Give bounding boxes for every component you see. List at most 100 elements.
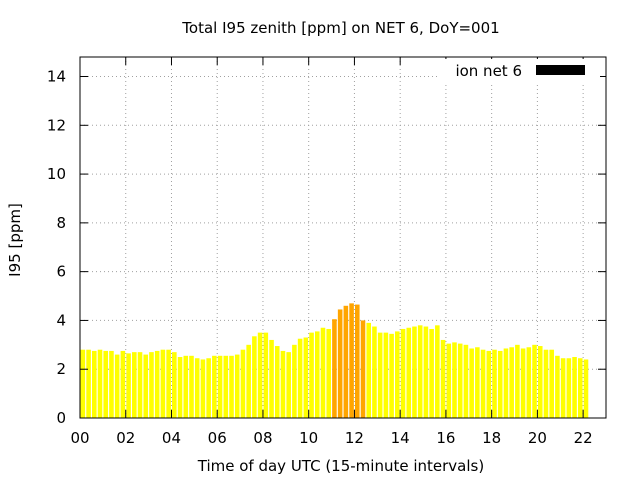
legend-label: ion net 6 bbox=[455, 62, 522, 80]
x-tick-label: 02 bbox=[116, 429, 135, 447]
bar bbox=[377, 332, 383, 418]
bar bbox=[560, 358, 566, 418]
bar bbox=[240, 349, 246, 418]
y-tick-label: 0 bbox=[56, 409, 66, 427]
bar bbox=[389, 333, 394, 418]
bar bbox=[537, 346, 543, 418]
bar bbox=[206, 358, 211, 418]
bar bbox=[355, 304, 360, 418]
bar bbox=[486, 350, 492, 418]
bar bbox=[137, 352, 143, 418]
y-tick-label: 14 bbox=[47, 68, 66, 86]
bar bbox=[440, 339, 446, 418]
bar bbox=[223, 355, 229, 418]
x-tick-label: 20 bbox=[528, 429, 547, 447]
y-tick-label: 12 bbox=[47, 116, 66, 134]
bar bbox=[417, 325, 423, 418]
bar bbox=[446, 343, 452, 418]
bar bbox=[349, 303, 354, 418]
x-tick-label: 10 bbox=[299, 429, 318, 447]
y-axis-label: I95 [ppm] bbox=[6, 203, 24, 277]
bar bbox=[543, 349, 549, 418]
bar bbox=[292, 344, 297, 418]
bar bbox=[280, 350, 286, 418]
bar bbox=[126, 353, 131, 418]
bar bbox=[475, 347, 480, 418]
bar bbox=[549, 349, 554, 418]
bar bbox=[246, 344, 251, 418]
tick-marks bbox=[79, 57, 606, 419]
bar-series bbox=[80, 303, 589, 418]
bar bbox=[194, 358, 200, 418]
y-tick-label: 4 bbox=[56, 311, 66, 329]
bar bbox=[212, 355, 217, 418]
bar bbox=[263, 332, 269, 418]
bar bbox=[423, 326, 429, 418]
y-tick-label: 2 bbox=[56, 360, 66, 378]
y-tick-label: 6 bbox=[56, 263, 66, 281]
bar bbox=[143, 354, 149, 418]
bar bbox=[520, 348, 526, 418]
bar bbox=[286, 352, 291, 418]
bar bbox=[555, 355, 560, 418]
x-tick-label: 04 bbox=[162, 429, 181, 447]
bar bbox=[217, 355, 223, 418]
bar bbox=[383, 332, 389, 418]
bar bbox=[526, 347, 532, 418]
bar bbox=[532, 344, 537, 418]
bar bbox=[120, 350, 126, 418]
bar bbox=[492, 349, 497, 418]
x-tick-label: 08 bbox=[253, 429, 272, 447]
y-tick-label: 10 bbox=[47, 165, 66, 183]
bar bbox=[463, 344, 469, 418]
bar bbox=[337, 309, 343, 418]
x-tick-label: 16 bbox=[436, 429, 455, 447]
bar bbox=[183, 355, 189, 418]
bar bbox=[114, 354, 120, 418]
bar bbox=[149, 352, 154, 418]
bar bbox=[234, 354, 240, 418]
bar bbox=[160, 349, 166, 418]
bar bbox=[309, 332, 314, 418]
bar bbox=[509, 347, 514, 418]
x-tick-label: 00 bbox=[70, 429, 89, 447]
bar bbox=[572, 357, 577, 418]
bar bbox=[109, 350, 114, 418]
bar bbox=[435, 325, 440, 418]
y-tick-label: 8 bbox=[56, 214, 66, 232]
bar bbox=[515, 344, 520, 418]
bar bbox=[177, 357, 183, 418]
bar bbox=[412, 326, 417, 418]
bar bbox=[303, 337, 309, 418]
bar bbox=[429, 328, 434, 418]
bar bbox=[297, 338, 303, 418]
x-tick-label: 12 bbox=[345, 429, 364, 447]
x-axis-label: Time of day UTC (15-minute intervals) bbox=[197, 457, 484, 475]
y-axis-tick-labels: 0 2 4 6 8 10 12 14 bbox=[47, 68, 66, 427]
bar bbox=[314, 331, 320, 418]
bar bbox=[269, 339, 274, 418]
bar bbox=[457, 343, 463, 418]
bar bbox=[80, 349, 86, 418]
bar bbox=[366, 322, 372, 418]
bar bbox=[274, 346, 280, 418]
bar bbox=[503, 348, 509, 418]
chart-title: Total I95 zenith [ppm] on NET 6, DoY=001 bbox=[181, 19, 499, 37]
bar bbox=[154, 350, 160, 418]
bar bbox=[172, 352, 177, 418]
bar bbox=[92, 350, 97, 418]
x-tick-label: 06 bbox=[208, 429, 227, 447]
bar bbox=[480, 349, 486, 418]
bar bbox=[343, 305, 349, 418]
bar bbox=[86, 349, 91, 418]
bar bbox=[103, 350, 109, 418]
x-tick-label: 14 bbox=[391, 429, 410, 447]
bar bbox=[252, 336, 257, 418]
grid-lines bbox=[80, 57, 606, 418]
bar bbox=[577, 358, 583, 418]
bar bbox=[257, 332, 263, 418]
plot-frame bbox=[79, 56, 607, 419]
bar bbox=[166, 349, 171, 418]
bar bbox=[132, 352, 137, 418]
bar bbox=[497, 350, 503, 418]
